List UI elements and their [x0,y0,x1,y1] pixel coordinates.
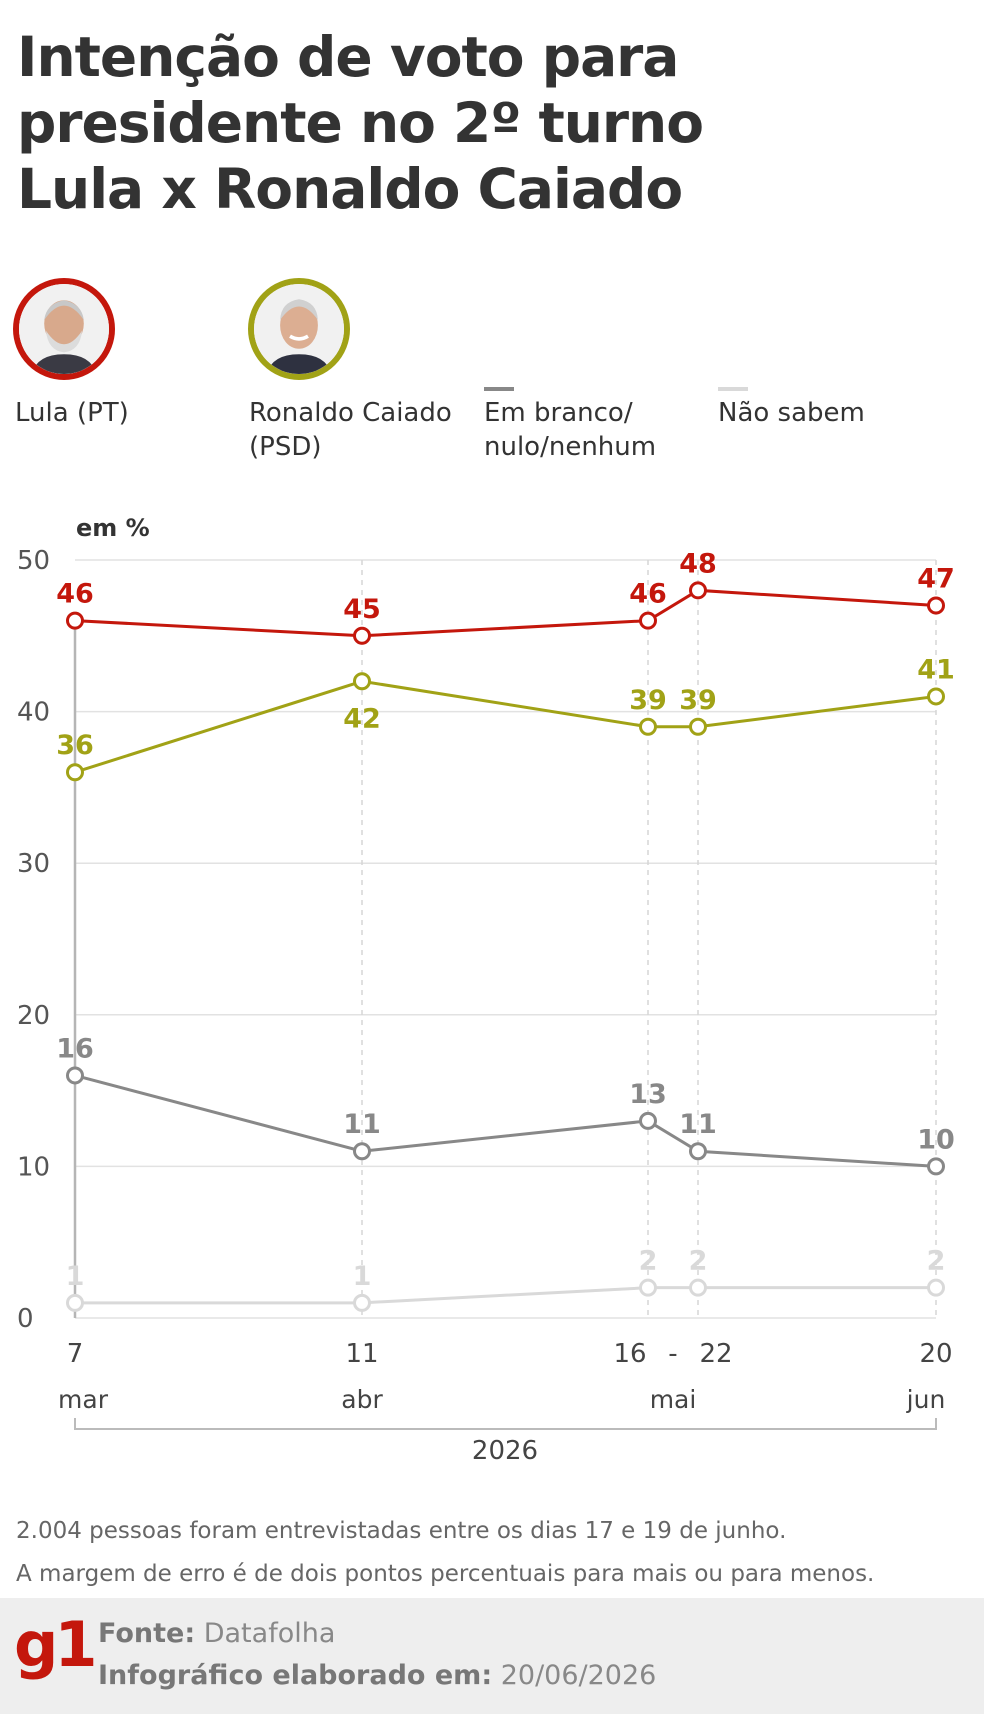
point-s2-0 [66,1066,84,1085]
series-line-0 [74,588,937,638]
legend-naosabem-swatch [718,387,748,391]
footer-source: Fonte: Datafolha [98,1618,335,1649]
data-label-s0-2: 46 [629,579,667,610]
y-tick-label-0: 0 [17,1304,34,1334]
data-label-s3-1: 1 [353,1261,372,1292]
data-label-s1-3: 39 [679,685,717,716]
x-month-label-3: jun [906,1385,946,1414]
data-label-s3-0: 1 [66,1261,85,1292]
title-line-2: presidente no 2º turno [17,91,704,155]
point-s3-1 [353,1293,371,1312]
data-label-s1-2: 39 [629,685,667,716]
legend-naosabem: Não sabem [718,398,865,428]
g1-logo: g1 [14,1608,98,1681]
legend-lula: Lula (PT) [15,398,129,428]
data-label-s0-0: 46 [56,579,94,610]
lula-portrait-icon [13,278,115,380]
x-day-label-0: 7 [67,1339,84,1369]
y-tick-label-40: 40 [17,698,50,728]
footer: g1 Fonte: Datafolha Infográfico elaborad… [0,1598,984,1714]
point-s0-0 [66,611,84,630]
footer-source-value: Datafolha [195,1618,336,1649]
data-label-s1-4: 41 [917,654,955,685]
point-s3-2 [639,1278,657,1297]
unit-label: em % [76,514,150,542]
x-year-label: 2026 [472,1436,538,1466]
legend-branco-line1: Em branco/ [484,398,633,428]
legend-caiado-line2: (PSD) [249,432,322,462]
x-day-label-4: 20 [919,1339,952,1369]
y-tick-label-50: 50 [17,546,50,576]
data-label-s2-4: 10 [917,1124,955,1155]
data-label-s2-0: 16 [56,1033,94,1064]
data-label-s0-1: 45 [343,594,381,625]
note-margin: A margem de erro é de dois pontos percen… [16,1561,875,1587]
title-line-1: Intenção de voto para [17,25,679,89]
point-s0-2 [639,611,657,630]
point-s3-0 [66,1293,84,1312]
series-line-1 [74,679,937,774]
point-s1-2 [639,717,657,736]
note-sample: 2.004 pessoas foram entrevistadas entre … [16,1518,787,1544]
data-label-s3-3: 2 [689,1246,708,1277]
series-line-3 [75,1286,936,1305]
data-label-s0-3: 48 [679,548,717,579]
data-label-s2-2: 13 [629,1079,667,1110]
point-s2-3 [689,1142,707,1161]
data-label-s1-1: 42 [343,703,381,734]
legend-branco-swatch [484,387,514,391]
x-day-separator: - [668,1339,677,1369]
chart-title: Intenção de voto para presidente no 2º t… [17,24,957,222]
data-label-s0-4: 47 [917,563,955,594]
caiado-portrait-icon [248,278,350,380]
data-label-s2-1: 11 [343,1109,381,1140]
data-label-s3-4: 2 [927,1246,946,1277]
point-s0-3 [689,581,707,600]
point-s2-2 [639,1111,657,1130]
point-s2-1 [353,1142,371,1161]
legend-branco-line2: nulo/nenhum [484,432,657,462]
data-label-s1-0: 36 [56,730,94,761]
data-label-s2-3: 11 [679,1109,717,1140]
point-s2-4 [927,1157,945,1176]
point-s1-4 [927,687,945,706]
footer-date-value: 20/06/2026 [492,1660,657,1691]
point-s0-1 [353,626,371,645]
point-s3-3 [689,1278,707,1297]
x-day-label-2: 16 [613,1339,646,1369]
point-s1-0 [66,763,84,782]
y-tick-label-20: 20 [17,1001,50,1031]
year-bracket [74,1418,937,1430]
legend-caiado-line1: Ronaldo Caiado [249,398,452,428]
x-month-label-2: mai [650,1385,697,1414]
x-day-label-1: 11 [345,1339,378,1369]
point-s1-3 [689,717,707,736]
data-label-s3-2: 2 [639,1246,658,1277]
x-month-label-1: abr [341,1385,383,1414]
x-month-label-0: mar [58,1385,109,1414]
footer-date: Infográfico elaborado em: 20/06/2026 [98,1660,656,1691]
x-day-label-3: 22 [699,1339,732,1369]
footer-source-label: Fonte: [98,1618,196,1649]
title-line-3: Lula x Ronaldo Caiado [17,157,683,221]
point-s3-4 [927,1278,945,1297]
footer-date-label: Infográfico elaborado em: [98,1660,493,1691]
y-tick-label-30: 30 [17,849,50,879]
point-s0-4 [927,596,945,615]
series-line-2 [74,1073,937,1168]
point-s1-1 [353,672,371,691]
y-tick-label-10: 10 [17,1152,50,1182]
